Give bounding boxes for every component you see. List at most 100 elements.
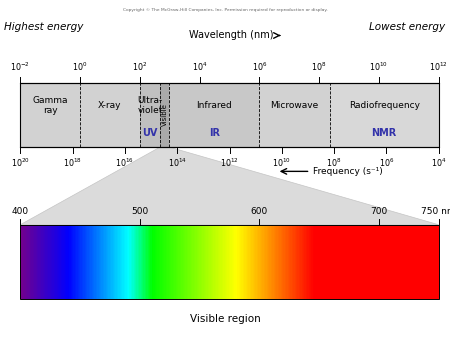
Bar	[124, 225, 125, 299]
Bar	[323, 225, 324, 299]
Text: 700: 700	[370, 207, 387, 216]
Bar	[377, 225, 378, 299]
Bar	[374, 225, 376, 299]
Bar	[319, 225, 320, 299]
Bar	[437, 225, 439, 299]
Bar	[338, 225, 339, 299]
Bar	[237, 225, 238, 299]
Bar	[222, 225, 223, 299]
Bar	[138, 225, 139, 299]
Text: $10^{8}$: $10^{8}$	[311, 61, 327, 73]
Bar	[131, 225, 132, 299]
Bar	[225, 225, 226, 299]
Text: Microwave: Microwave	[270, 101, 319, 110]
Bar	[411, 225, 412, 299]
Bar	[339, 225, 341, 299]
Bar	[136, 225, 138, 299]
Bar	[22, 225, 23, 299]
Bar	[128, 225, 130, 299]
Bar	[101, 225, 103, 299]
Text: Gamma
ray: Gamma ray	[32, 96, 68, 115]
Bar	[433, 225, 435, 299]
Bar	[391, 225, 392, 299]
Bar	[152, 225, 153, 299]
Bar	[107, 225, 108, 299]
Bar	[69, 225, 71, 299]
Bar	[246, 225, 247, 299]
Bar	[400, 225, 401, 299]
Bar	[89, 225, 90, 299]
Bar	[423, 225, 425, 299]
Bar	[331, 225, 333, 299]
Bar	[297, 225, 299, 299]
Bar	[32, 225, 33, 299]
Bar	[304, 225, 306, 299]
Bar	[169, 83, 259, 147]
Bar	[118, 225, 120, 299]
Bar	[23, 225, 24, 299]
Bar	[45, 225, 47, 299]
Bar	[397, 225, 398, 299]
Bar	[306, 225, 307, 299]
Bar	[188, 225, 189, 299]
Bar	[36, 225, 37, 299]
Bar	[220, 225, 222, 299]
Bar	[59, 225, 61, 299]
Bar	[401, 225, 402, 299]
Bar	[355, 225, 356, 299]
Bar	[398, 225, 400, 299]
Bar	[309, 225, 310, 299]
Bar	[216, 225, 218, 299]
Bar	[343, 225, 345, 299]
Bar	[284, 225, 285, 299]
Bar	[265, 225, 266, 299]
Bar	[218, 225, 219, 299]
Bar	[208, 225, 209, 299]
Bar	[341, 225, 342, 299]
Text: Highest energy: Highest energy	[4, 22, 84, 32]
Bar	[85, 225, 86, 299]
Bar	[166, 225, 167, 299]
Bar	[83, 225, 85, 299]
Bar	[112, 225, 114, 299]
Bar	[378, 225, 380, 299]
Text: UV: UV	[142, 128, 157, 138]
Text: X-ray: X-ray	[98, 101, 122, 110]
Bar	[142, 225, 144, 299]
Bar	[155, 225, 156, 299]
Bar	[248, 225, 250, 299]
Bar	[53, 225, 54, 299]
Bar	[176, 225, 177, 299]
Text: Lowest energy: Lowest energy	[369, 22, 446, 32]
Bar	[183, 225, 184, 299]
Bar	[223, 225, 225, 299]
Bar	[134, 225, 135, 299]
Bar	[30, 225, 32, 299]
Bar	[313, 225, 314, 299]
Text: Wavelength (nm): Wavelength (nm)	[189, 30, 274, 41]
Bar	[353, 225, 355, 299]
Bar	[29, 225, 30, 299]
Bar	[26, 225, 27, 299]
Bar	[405, 225, 406, 299]
Bar	[158, 225, 159, 299]
Bar	[20, 225, 439, 299]
Bar	[414, 225, 415, 299]
Bar	[234, 225, 236, 299]
Bar	[100, 225, 101, 299]
Bar	[244, 225, 246, 299]
Bar	[27, 225, 29, 299]
Text: $10^{6}$: $10^{6}$	[252, 61, 267, 73]
Bar	[159, 225, 160, 299]
Bar	[146, 225, 148, 299]
Bar	[212, 225, 213, 299]
Bar	[236, 225, 237, 299]
Text: 500: 500	[131, 207, 149, 216]
Bar	[358, 225, 359, 299]
Bar	[268, 225, 270, 299]
Bar	[388, 225, 390, 299]
Bar	[68, 225, 69, 299]
Bar	[300, 225, 302, 299]
Text: 400: 400	[12, 207, 29, 216]
Bar	[272, 225, 274, 299]
